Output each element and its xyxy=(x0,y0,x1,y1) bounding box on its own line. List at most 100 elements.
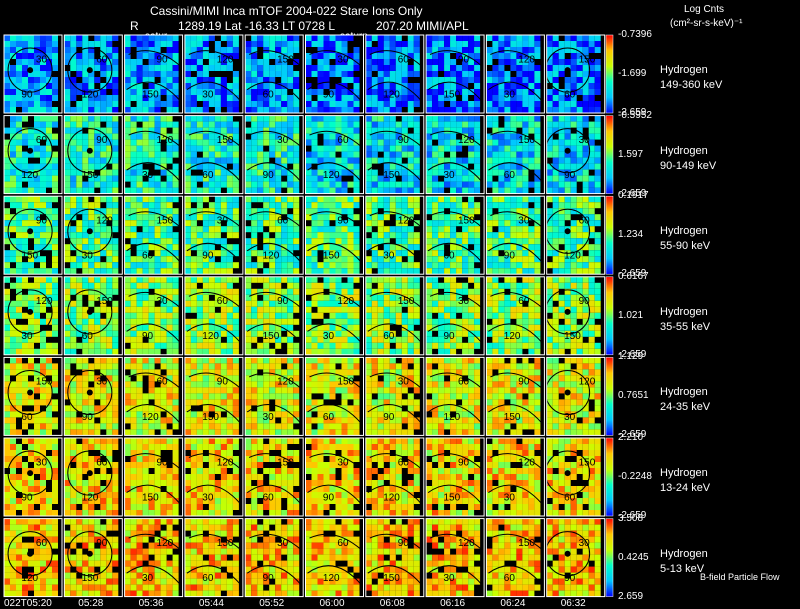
heatmap-cell xyxy=(516,226,523,233)
heatmap-cell xyxy=(184,208,191,215)
heatmap-cell xyxy=(160,250,167,257)
heatmap-cell xyxy=(522,65,529,71)
heatmap-cell xyxy=(208,387,215,394)
heatmap-cell xyxy=(106,324,113,331)
heatmap-cell xyxy=(106,363,113,370)
heatmap-cell xyxy=(208,175,215,182)
heatmap-cell xyxy=(444,256,451,263)
heatmap-cell xyxy=(474,151,481,158)
heatmap-cell xyxy=(317,83,324,89)
heatmap-cell xyxy=(34,268,40,275)
heatmap-cell xyxy=(317,214,324,221)
heatmap-cell xyxy=(190,157,197,164)
heatmap-cell xyxy=(142,214,149,221)
heatmap-cell xyxy=(558,151,565,158)
heatmap-cell xyxy=(534,187,541,194)
heatmap-cell xyxy=(269,181,276,188)
heatmap-cell xyxy=(64,151,71,158)
heatmap-cell xyxy=(190,145,197,152)
heatmap-cell xyxy=(28,71,34,77)
heatmap-cell xyxy=(184,262,191,269)
heatmap-cell xyxy=(462,139,469,146)
heatmap-cell xyxy=(136,357,143,364)
heatmap-cell xyxy=(245,107,252,113)
heatmap-cell xyxy=(293,262,300,269)
heatmap-cell xyxy=(395,139,402,146)
heatmap-cell xyxy=(395,276,402,283)
heatmap-cell xyxy=(353,238,360,245)
heatmap-cell xyxy=(401,196,408,203)
heatmap-cell xyxy=(413,348,420,355)
heatmap-cell xyxy=(148,41,155,47)
heatmap-cell xyxy=(226,387,233,394)
heatmap-cell xyxy=(269,202,276,209)
heatmap-cell xyxy=(323,330,330,337)
heatmap-cell xyxy=(136,127,143,134)
heatmap-cell xyxy=(594,250,601,257)
heatmap-cell xyxy=(190,101,197,107)
heatmap-cell xyxy=(365,139,372,146)
heatmap-cell xyxy=(498,35,505,41)
heatmap-cell xyxy=(528,300,535,307)
heatmap-cell xyxy=(202,294,209,301)
heatmap-cell xyxy=(142,47,149,53)
heatmap-cell xyxy=(88,53,95,59)
heatmap-cell xyxy=(395,163,402,170)
heatmap-cell xyxy=(232,262,239,269)
panel-frame xyxy=(184,195,244,275)
heatmap-cell xyxy=(142,71,149,77)
heatmap-cell xyxy=(226,65,233,71)
heatmap-cell xyxy=(160,417,167,424)
heatmap-cell xyxy=(401,288,408,295)
heatmap-cell xyxy=(4,59,10,65)
heatmap-cell xyxy=(438,238,445,245)
heatmap-cell xyxy=(534,324,541,331)
heatmap-cell xyxy=(220,89,227,95)
heatmap-cell xyxy=(124,115,131,122)
heatmap-cell xyxy=(214,276,221,283)
heatmap-cell xyxy=(462,65,469,71)
heatmap-cell xyxy=(438,133,445,140)
heatmap-cell xyxy=(552,151,559,158)
heatmap-cell xyxy=(52,318,58,325)
contour-line xyxy=(126,81,181,102)
heatmap-cell xyxy=(184,65,191,71)
heatmap-cell xyxy=(232,101,239,107)
heatmap-cell xyxy=(245,250,252,257)
heatmap-cell xyxy=(498,196,505,203)
heatmap-cell xyxy=(323,300,330,307)
heatmap-cell xyxy=(160,336,167,343)
heatmap-cell xyxy=(341,145,348,152)
heatmap-cell xyxy=(383,294,390,301)
heatmap-cell xyxy=(184,244,191,251)
contour-line xyxy=(128,211,181,228)
heatmap-cell xyxy=(88,157,95,164)
heatmap-cell xyxy=(341,121,348,128)
heatmap-cell xyxy=(468,115,475,122)
heatmap-cell xyxy=(94,244,101,251)
heatmap-cell xyxy=(94,145,101,152)
heatmap-cell xyxy=(196,244,203,251)
heatmap-cell xyxy=(172,65,179,71)
heatmap-cell xyxy=(166,256,173,263)
heatmap-cell xyxy=(82,41,89,47)
heatmap-cell xyxy=(251,47,258,53)
heatmap-cell xyxy=(588,47,595,53)
heatmap-cell xyxy=(432,101,439,107)
heatmap-cell xyxy=(474,342,481,349)
heatmap-cell xyxy=(305,127,312,134)
heatmap-cell xyxy=(4,348,10,355)
heatmap-cell xyxy=(432,226,439,233)
heatmap-cell xyxy=(190,348,197,355)
heatmap-cell xyxy=(329,348,336,355)
heatmap-cell xyxy=(474,330,481,337)
heatmap-cell xyxy=(22,342,28,349)
heatmap-cell xyxy=(232,294,239,301)
heatmap-cell xyxy=(190,163,197,170)
heatmap-cell xyxy=(10,169,16,176)
heatmap-cell xyxy=(462,157,469,164)
heatmap-cell xyxy=(588,208,595,215)
heatmap-cell xyxy=(142,35,149,41)
heatmap-cell xyxy=(46,89,52,95)
